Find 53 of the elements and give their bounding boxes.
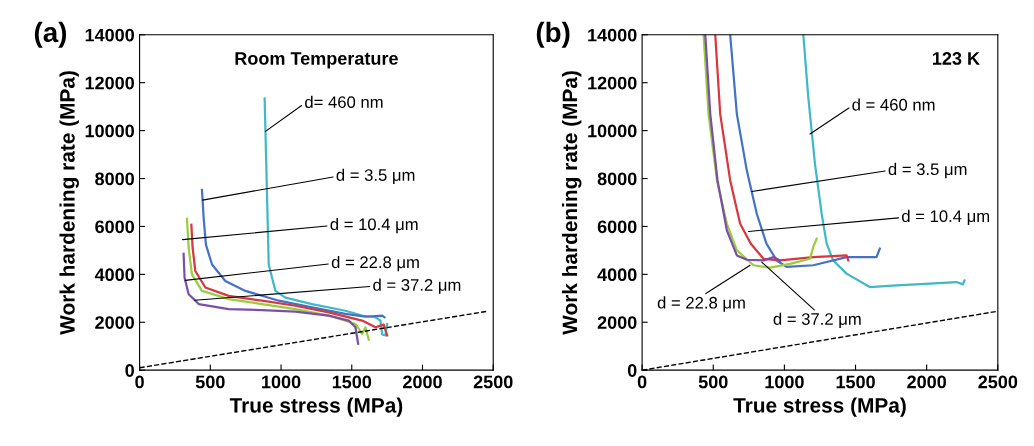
y-tick-label: 6000 [95, 220, 134, 234]
y-tick-label: 8000 [95, 172, 134, 186]
chart-title: (a) [34, 21, 67, 48]
x-tick-label: 1500 [836, 375, 875, 389]
y-tick-label: 12000 [85, 76, 134, 90]
line-series [714, 34, 850, 262]
annotation: d = 3.5 μm [888, 162, 967, 179]
annotation: d = 460 nm [852, 98, 935, 111]
y-tick-label: 10000 [588, 124, 637, 138]
y-tick-label: 0 [627, 364, 637, 377]
y-tick-label: 4000 [597, 268, 637, 282]
x-axis-title: True stress (MPa) [733, 397, 906, 417]
annotation: d = 10.4 μm [902, 209, 990, 226]
line-series [729, 34, 881, 269]
y-tick-label: 2000 [95, 316, 134, 329]
y-tick-label: 2000 [597, 316, 637, 329]
annotation: d = 22.8 μm [657, 296, 745, 312]
y-tick-label: 4000 [94, 268, 134, 282]
text: Room Temperature [235, 52, 398, 69]
x-axis-title: True stress (MPa) [229, 397, 403, 417]
annotation: d = 37.2 μm [773, 312, 861, 328]
annotation: d = 10.4 μm [330, 217, 418, 234]
line-series [263, 97, 389, 337]
x-tick-label: 1000 [262, 375, 301, 389]
y-tick-label: 10000 [85, 124, 134, 138]
annotation: d = 22.8 μm [331, 255, 419, 272]
y-axis-title: Work hardening rate (MPa) [59, 71, 79, 335]
y-tick-label: 14000 [588, 28, 637, 42]
line-series [702, 34, 818, 269]
y-axis-title: Work hardening rate (MPa) [561, 71, 582, 335]
x-tick-label: 0 [637, 375, 647, 389]
x-tick-label: 1500 [332, 375, 372, 389]
x-tick-label: 0 [135, 375, 144, 389]
annotation: d = 37.2 μm [373, 278, 461, 294]
x-tick-label: 2500 [473, 375, 513, 389]
text: 123 K [932, 52, 980, 65]
annotation: d= 460 nm [305, 95, 383, 109]
x-tick-label: 2000 [907, 375, 947, 389]
x-tick-label: 500 [698, 375, 728, 389]
y-tick-label: 6000 [597, 220, 637, 234]
x-tick-label: 500 [195, 375, 225, 389]
y-tick-label: 8000 [597, 172, 637, 186]
x-tick-label: 1000 [765, 375, 804, 389]
chart-title: (b) [536, 21, 570, 48]
line-series [802, 34, 966, 289]
annotation: d = 3.5 μm [336, 168, 415, 184]
line-series [704, 34, 782, 262]
line-series [182, 252, 360, 345]
y-tick-label: 0 [125, 364, 134, 377]
x-tick-label: 2000 [403, 375, 442, 389]
y-tick-label: 12000 [588, 76, 637, 90]
y-tick-label: 14000 [85, 28, 134, 42]
x-tick-label: 2500 [978, 375, 1018, 389]
